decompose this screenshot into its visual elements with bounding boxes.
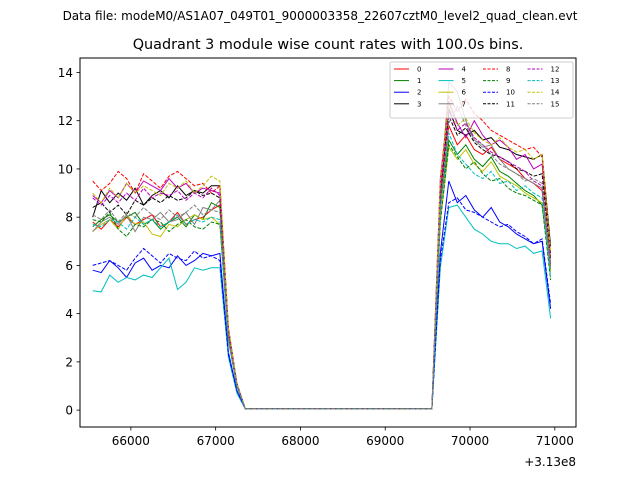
legend-label-15: 15 bbox=[551, 100, 560, 108]
legend-label-8: 8 bbox=[506, 66, 510, 74]
y-tick-label: 2 bbox=[65, 355, 73, 369]
y-tick-label: 12 bbox=[58, 114, 73, 128]
y-tick-label: 14 bbox=[58, 66, 73, 80]
series-group bbox=[92, 80, 552, 410]
legend-label-7: 7 bbox=[462, 100, 466, 108]
legend-label-3: 3 bbox=[417, 100, 421, 108]
legend-label-1: 1 bbox=[417, 77, 421, 85]
series-line-15 bbox=[92, 105, 552, 410]
legend-label-0: 0 bbox=[417, 66, 421, 74]
x-offset-label: +3.13e8 bbox=[524, 455, 576, 469]
y-tick-label: 0 bbox=[65, 404, 73, 418]
legend-label-5: 5 bbox=[462, 77, 466, 85]
legend-label-14: 14 bbox=[551, 89, 560, 97]
legend-label-13: 13 bbox=[551, 77, 560, 85]
x-tick-label: 66000 bbox=[112, 434, 150, 448]
x-tick-label: 71000 bbox=[536, 434, 574, 448]
y-tick-label: 4 bbox=[65, 307, 73, 321]
x-tick-label: 67000 bbox=[197, 434, 235, 448]
legend-frame bbox=[389, 61, 574, 119]
y-tick-label: 8 bbox=[65, 211, 73, 225]
series-line-12 bbox=[92, 109, 552, 410]
y-tick-label: 6 bbox=[65, 259, 73, 273]
legend-label-9: 9 bbox=[506, 77, 510, 85]
plot-area: 66000 67000 68000 69000 70000 71000 024681012… bbox=[58, 57, 577, 469]
y-tick-label: 10 bbox=[58, 162, 73, 176]
legend-label-6: 6 bbox=[462, 89, 467, 97]
legend-label-12: 12 bbox=[551, 66, 560, 74]
x-tick-label: 69000 bbox=[366, 434, 404, 448]
legend-label-11: 11 bbox=[506, 100, 515, 108]
chart-title: Quadrant 3 module wise count rates with … bbox=[133, 37, 524, 53]
x-tick-label: 70000 bbox=[451, 434, 489, 448]
x-tick-label: 68000 bbox=[281, 434, 319, 448]
x-axis: 66000 67000 68000 69000 70000 71000 bbox=[112, 427, 574, 448]
legend-label-10: 10 bbox=[506, 89, 515, 97]
y-axis: 0 2 4 6 8 10 12 14 bbox=[58, 66, 80, 418]
legend-label-4: 4 bbox=[462, 66, 467, 74]
suptitle: Data file: modeM0/AS1A07_049T01_90000033… bbox=[63, 9, 578, 23]
axes-frame bbox=[79, 57, 577, 428]
legend-label-2: 2 bbox=[417, 89, 421, 97]
